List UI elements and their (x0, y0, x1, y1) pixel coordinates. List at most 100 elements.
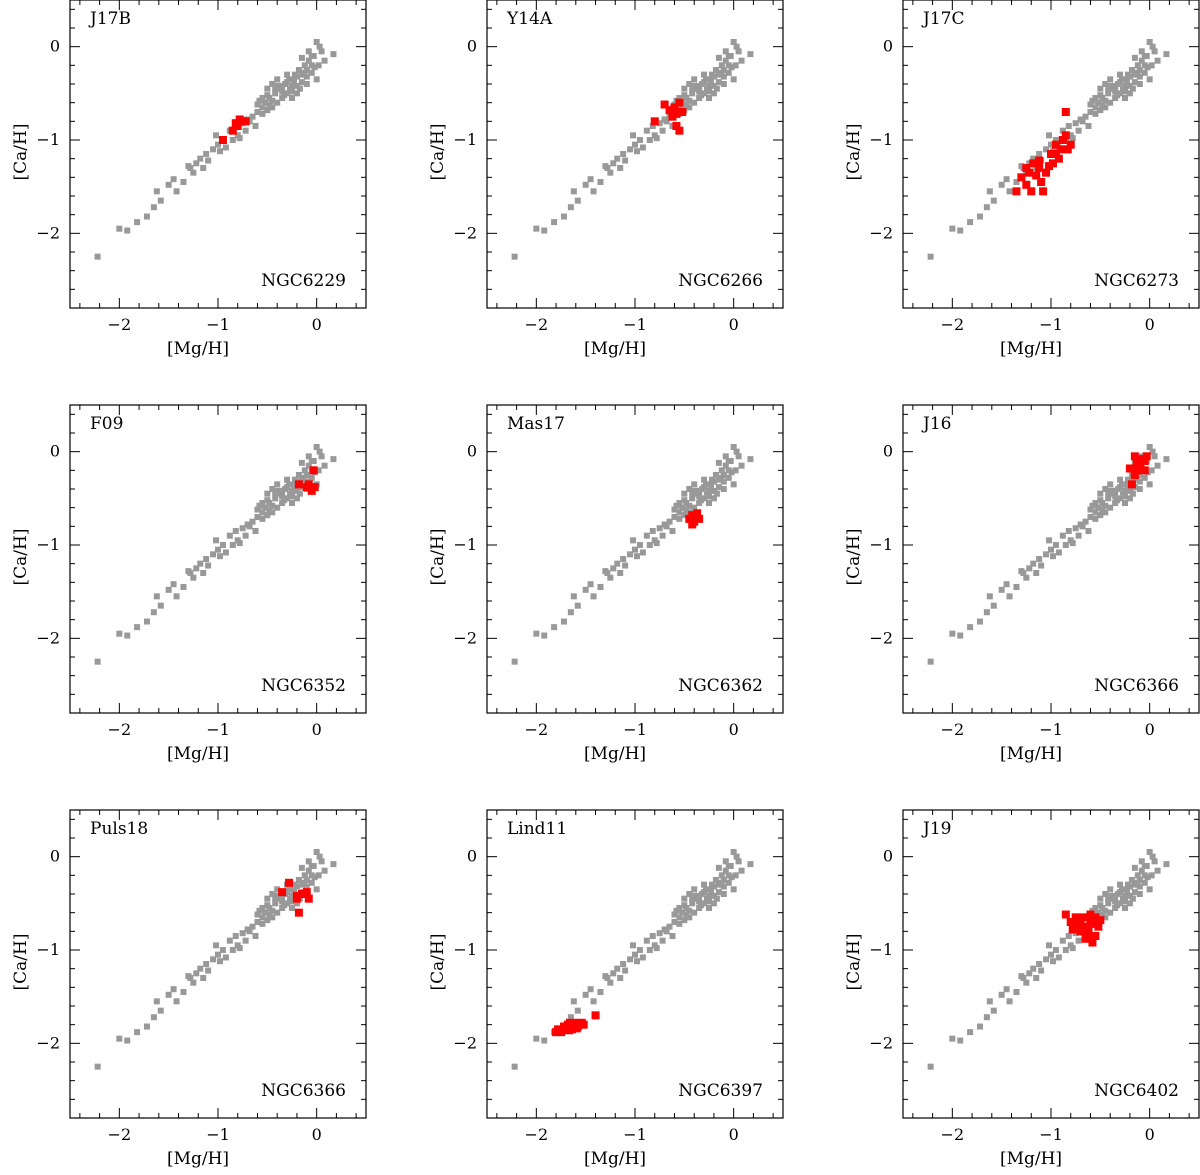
reference-point (262, 909, 269, 916)
panel-ngc6352-f09: −2 −1 0 −2 −1 0 [Mg/H] [Ca/H] F09 NGC6352 (11, 404, 367, 764)
cluster-point (1094, 922, 1103, 931)
reference-point (1144, 64, 1151, 71)
source-label: Puls18 (90, 819, 148, 839)
reference-point (725, 879, 732, 886)
reference-point (567, 609, 574, 616)
y-tick-label: −1 (869, 940, 893, 959)
reference-point (551, 219, 558, 226)
reference-point (1052, 137, 1059, 143)
cluster-point (579, 1020, 588, 1029)
reference-point (1146, 886, 1153, 893)
reference-point (1092, 104, 1099, 111)
reference-point (229, 542, 236, 548)
y-tick-label: −1 (36, 130, 60, 149)
reference-point (284, 476, 291, 483)
x-tick-label: −2 (525, 720, 549, 739)
reference-point (259, 104, 266, 111)
panel-ngc6362-mas17: −2 −1 0 −2 −1 0 [Mg/H] [Ca/H] Mas17 NGC6362 (428, 404, 784, 764)
reference-point (1038, 967, 1045, 974)
reference-point (205, 967, 212, 974)
reference-point (622, 562, 629, 569)
reference-point (541, 1037, 548, 1044)
reference-point (676, 905, 683, 911)
reference-point (215, 141, 221, 148)
reference-point (1122, 905, 1128, 911)
reference-point (236, 540, 243, 547)
reference-point (998, 586, 1005, 593)
reference-point (311, 64, 318, 71)
reference-point (957, 1037, 964, 1044)
reference-point (313, 886, 320, 893)
reference-point (1144, 874, 1151, 881)
reference-point (1102, 486, 1109, 492)
reference-point (321, 867, 328, 874)
reference-point (1059, 937, 1066, 944)
reference-point (691, 99, 698, 106)
reference-point (574, 197, 581, 204)
reference-point (300, 879, 307, 886)
reference-point (1134, 872, 1141, 879)
reference-point (308, 69, 315, 76)
reference-point (190, 169, 197, 176)
reference-point (1030, 560, 1037, 567)
y-tick-label: −1 (36, 940, 60, 959)
reference-point (1046, 942, 1053, 949)
reference-point (715, 889, 722, 896)
reference-point (219, 542, 226, 548)
x-tick-label: −2 (941, 1125, 965, 1144)
reference-point (689, 490, 696, 497)
cluster-point (1086, 910, 1095, 919)
reference-point (1126, 883, 1133, 890)
cluster-point (1066, 140, 1075, 149)
cluster-point (1079, 927, 1088, 936)
reference-point (706, 95, 712, 101)
y-tick-label: −1 (869, 130, 893, 149)
reference-point (1087, 506, 1094, 513)
reference-point (1117, 79, 1124, 86)
reference-point (274, 909, 281, 916)
reference-point (305, 867, 312, 874)
reference-point (1097, 895, 1104, 902)
reference-point (193, 970, 200, 977)
reference-point (681, 917, 688, 924)
reference-point (298, 459, 305, 466)
y-tick-label: −2 (869, 628, 893, 647)
x-axis-label: [Mg/H] (1000, 744, 1062, 764)
reference-point (1036, 151, 1043, 157)
reference-point (116, 630, 123, 637)
reference-point (124, 227, 131, 234)
reference-point (1123, 482, 1130, 489)
reference-point (653, 540, 660, 547)
reference-point (715, 484, 722, 491)
cluster-point (557, 1026, 566, 1035)
reference-point (305, 453, 312, 460)
y-tick-label: −2 (36, 628, 60, 647)
reference-point (712, 472, 719, 478)
reference-point (715, 79, 722, 86)
reference-point (597, 989, 604, 995)
reference-point (1097, 512, 1104, 519)
reference-point (269, 907, 276, 914)
reference-point (671, 919, 678, 925)
reference-point (210, 146, 217, 153)
reference-point (94, 658, 101, 665)
reference-point (710, 495, 717, 502)
reference-point (1030, 965, 1037, 972)
reference-point (254, 101, 261, 108)
reference-point (1020, 975, 1027, 981)
reference-point (681, 497, 688, 504)
reference-point (1097, 107, 1104, 114)
reference-point (597, 584, 604, 590)
cluster-point (1130, 452, 1139, 461)
reference-point (298, 54, 305, 61)
reference-point (281, 497, 288, 504)
reference-point (197, 560, 204, 567)
reference-point (659, 532, 666, 539)
reference-point (691, 481, 698, 488)
reference-point (1092, 905, 1099, 911)
reference-point (252, 528, 259, 534)
reference-point (696, 88, 703, 95)
reference-point (604, 165, 611, 171)
reference-point (1163, 456, 1170, 463)
reference-point (298, 79, 305, 86)
